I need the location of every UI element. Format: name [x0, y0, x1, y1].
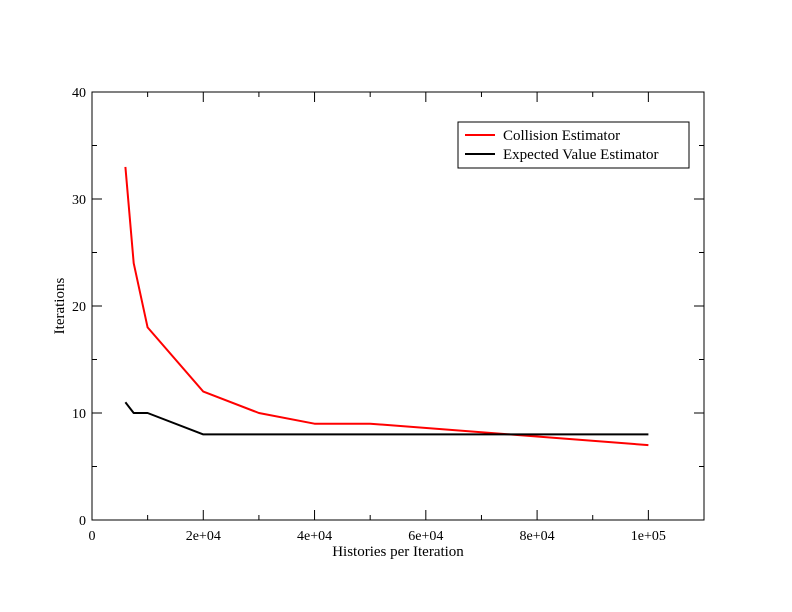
x-axis-label: Histories per Iteration [332, 544, 464, 560]
legend-box [457, 121, 690, 169]
series-layer [124, 166, 649, 447]
y-tick-label: 30 [72, 193, 86, 208]
tick-labels: 0 2e+04 4e+04 6e+04 8e+04 1e+05 0 10 20 30 40 [72, 86, 666, 544]
y-tick-label: 10 [72, 407, 86, 422]
x-tick-label: 4e+04 [297, 529, 332, 544]
legend-label-expected-value: Expected Value Estimator [503, 147, 659, 163]
x-tick-label: 2e+04 [186, 529, 221, 544]
x-tick-label: 1e+05 [631, 529, 666, 544]
x-tick-label: 6e+04 [408, 529, 443, 544]
y-tick-label: 0 [79, 514, 86, 529]
legend: Collision Estimator Expected Value Estim… [457, 121, 690, 169]
y-tick-label: 20 [72, 300, 86, 315]
x-tick-label: 0 [89, 529, 96, 544]
axis-ticks [91, 91, 704, 521]
series-line-expected-value-estimator [124, 401, 649, 436]
legend-label-collision: Collision Estimator [503, 128, 620, 144]
series-line-collision-estimator [124, 166, 649, 447]
x-tick-label: 8e+04 [520, 529, 555, 544]
y-tick-label: 40 [72, 86, 86, 101]
y-axis-label: Iterations [52, 278, 68, 335]
